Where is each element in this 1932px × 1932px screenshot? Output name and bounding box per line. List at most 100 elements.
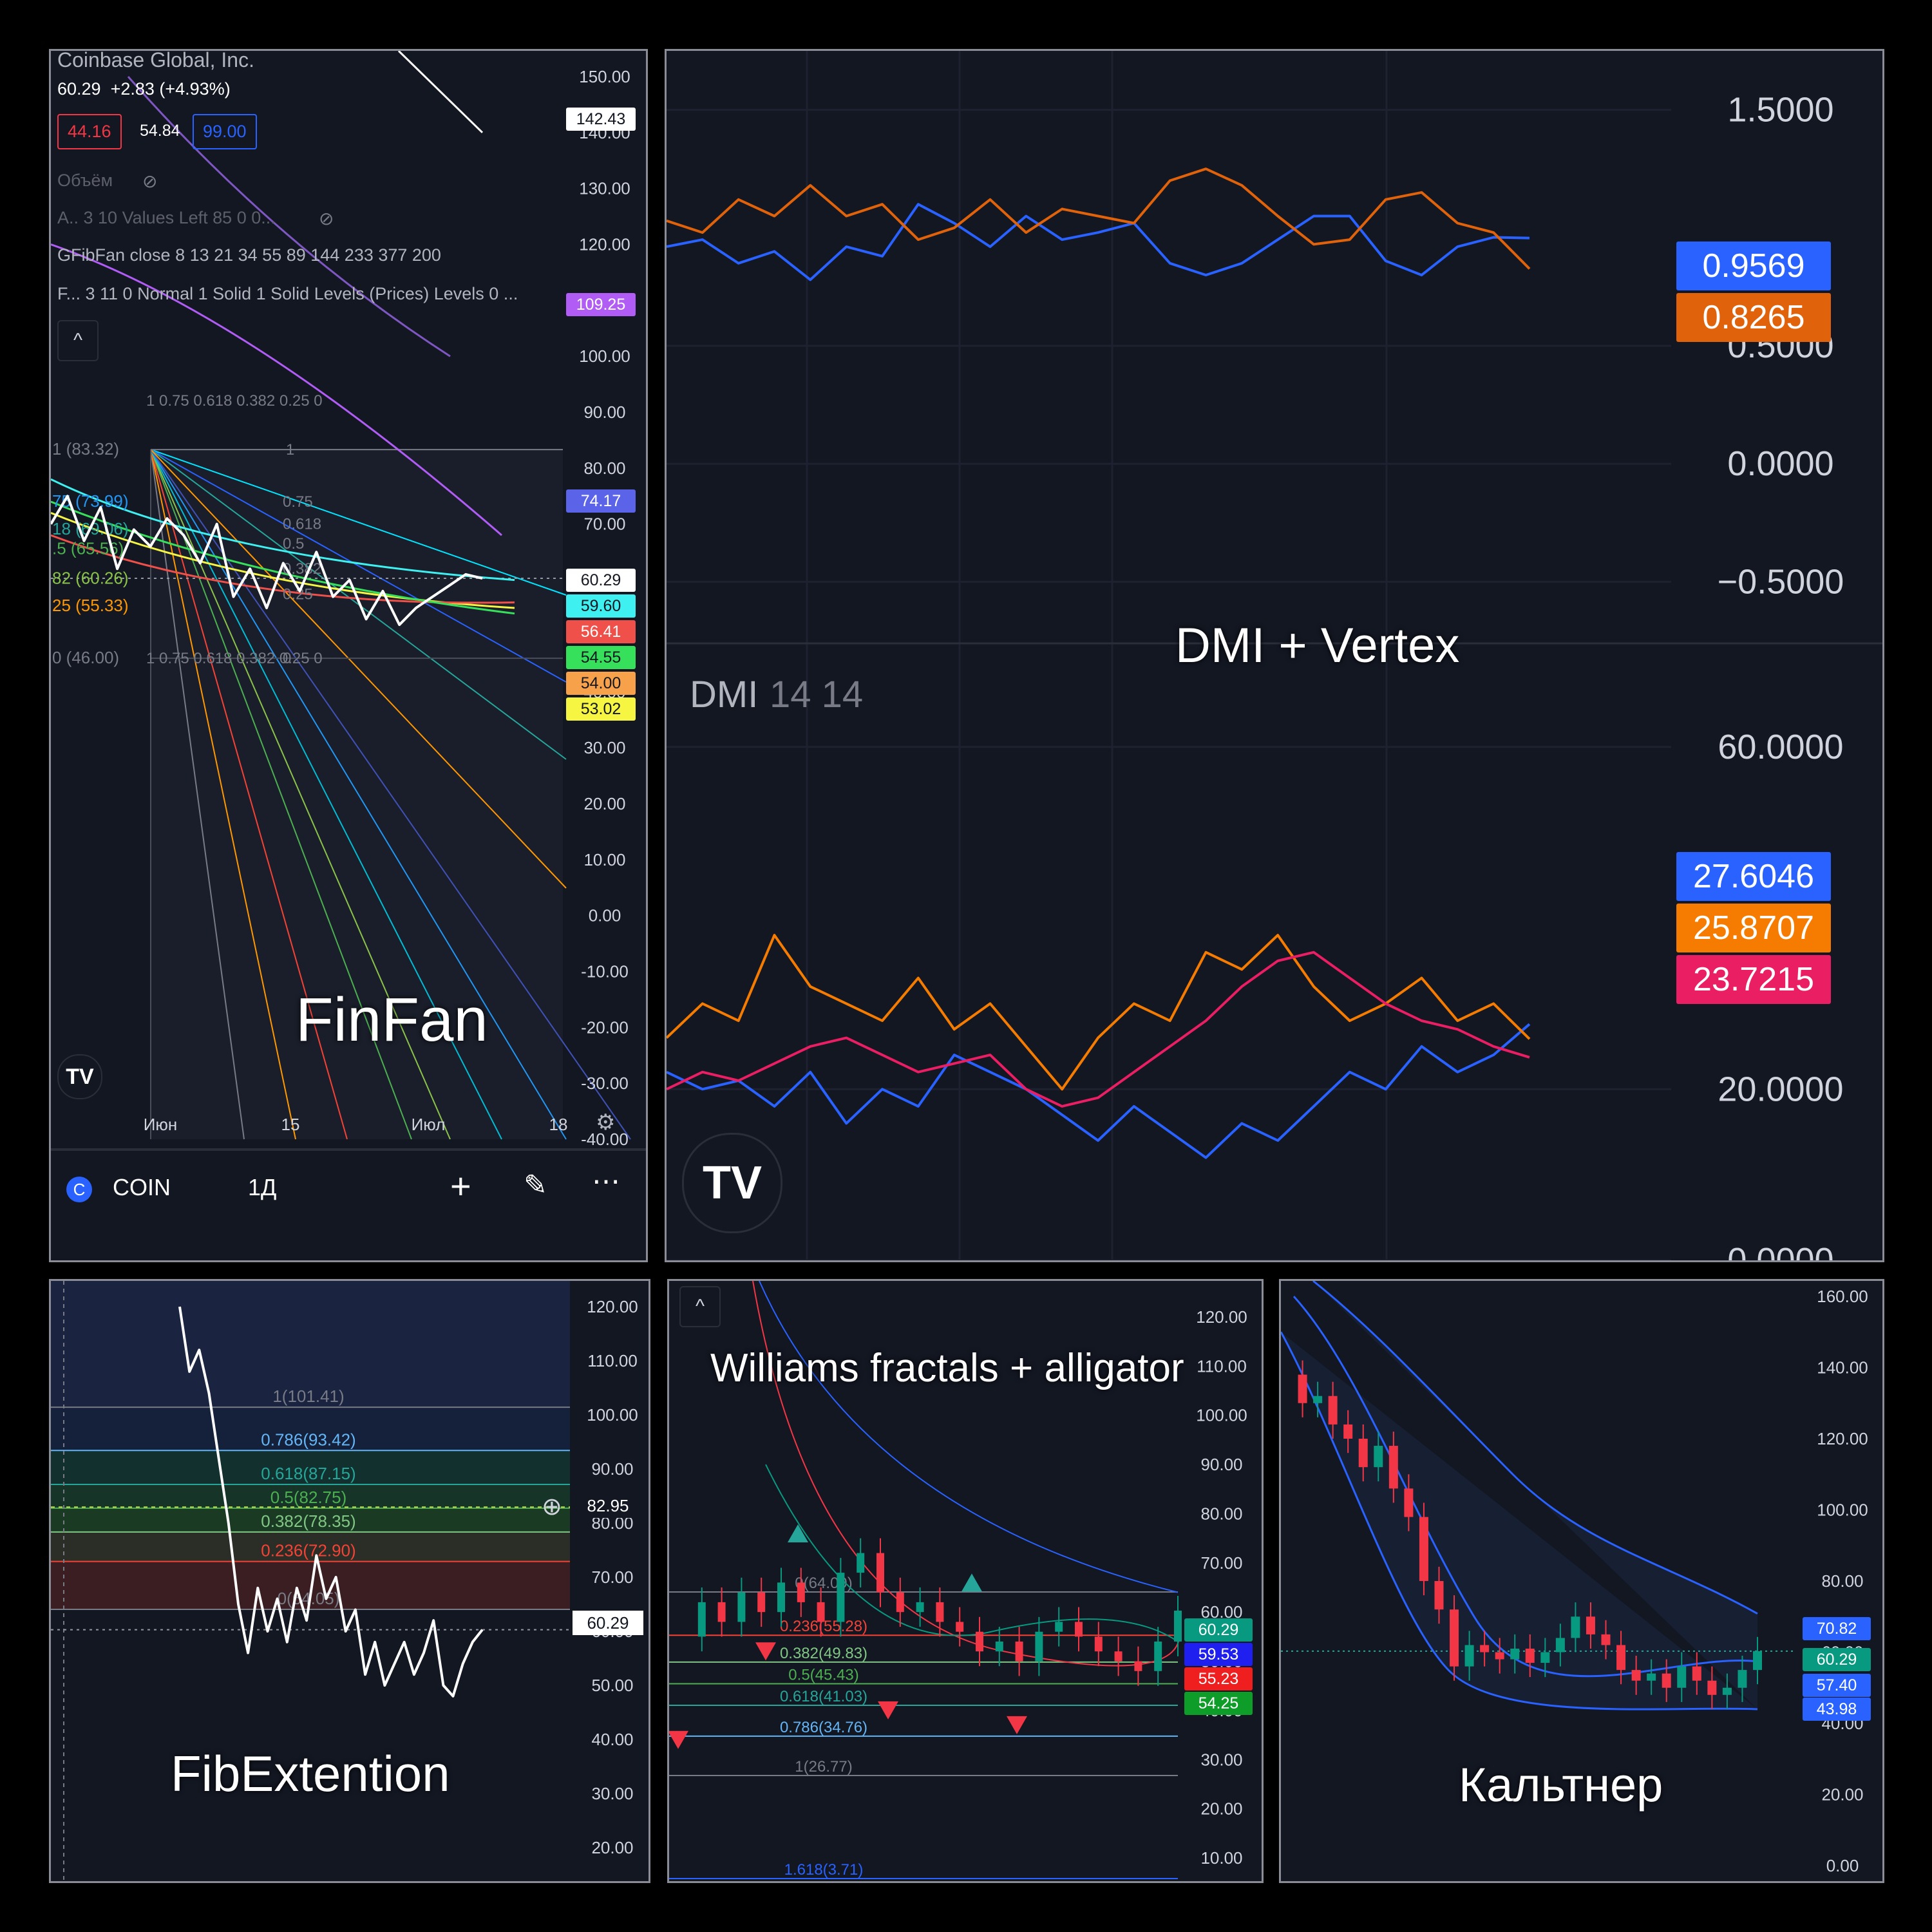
y-tick-label: 80.00 <box>1821 1571 1863 1591</box>
price-tag: 59.60 <box>566 594 636 618</box>
more-icon[interactable]: ⋯ <box>592 1166 620 1197</box>
fib-level-label: 0 (46.00) <box>52 648 119 667</box>
coin-icon: C <box>66 1177 92 1202</box>
fractal-up-icon <box>788 1524 808 1542</box>
timeframe-button[interactable]: 1Д <box>248 1174 277 1200</box>
candle-body <box>1662 1673 1671 1688</box>
crosshair-price-tag: 82.95 <box>573 1493 643 1518</box>
fib-level-label: 1 (83.32) <box>52 439 119 459</box>
collapse-button[interactable]: ^ <box>57 320 99 361</box>
price-tag: 56.41 <box>566 620 636 643</box>
band <box>51 1407 570 1451</box>
candle-body <box>1601 1634 1611 1645</box>
fan-line <box>150 449 567 889</box>
indicator-line-2[interactable]: GFibFan close 8 13 21 34 55 89 144 233 3… <box>57 245 441 265</box>
candle-body <box>1404 1488 1414 1517</box>
price-tag: 70.82 <box>1803 1616 1871 1640</box>
channel-middle <box>1293 1295 1758 1678</box>
keltner-channel <box>1281 1281 1796 1710</box>
y-tick-label: 0.0000 <box>1727 1241 1833 1260</box>
candle-body <box>1075 1622 1083 1637</box>
fan-ratio-label: 0 <box>283 650 291 667</box>
candle-body <box>1586 1616 1595 1634</box>
candle-body <box>1374 1446 1383 1468</box>
eye-off-icon[interactable]: ⊘ <box>142 171 158 191</box>
eye-off-icon[interactable]: ⊘ <box>319 209 334 229</box>
candle-body <box>976 1631 983 1652</box>
candle-body <box>956 1622 964 1632</box>
fib-level-label: 0.786(93.42) <box>261 1430 355 1449</box>
candle-body <box>1313 1396 1323 1403</box>
fractal-down-icon <box>669 1730 688 1749</box>
fan-line <box>150 449 631 1140</box>
channel-upper <box>1312 1281 1758 1615</box>
price-tag: 60.29 <box>566 569 636 592</box>
indicator-line-1[interactable]: A.. 3 10 Values Left 85 0 0... <box>57 208 276 227</box>
price-series <box>178 1306 484 1698</box>
fib-level-label: 0.5(82.75) <box>270 1488 347 1507</box>
x-tick-label: 15 <box>281 1115 300 1134</box>
pencil-icon[interactable]: ✎ <box>524 1170 547 1201</box>
band <box>51 1531 570 1562</box>
candle-body <box>817 1602 825 1622</box>
fan-line <box>150 449 451 1140</box>
y-tick-label: 0.00 <box>589 906 621 925</box>
y-tick-label: 100.00 <box>1817 1501 1868 1520</box>
chart-title-overlay: FinFan <box>296 985 488 1054</box>
y-tick-label: 90.00 <box>583 402 625 422</box>
candle-body <box>1510 1648 1520 1660</box>
candle-body <box>1328 1396 1338 1425</box>
candle-body <box>1525 1648 1535 1663</box>
price-tag: 53.02 <box>566 697 636 721</box>
volume-label: Объём <box>57 171 113 190</box>
collapse-button[interactable]: ^ <box>679 1286 721 1327</box>
price-tag: 74.17 <box>566 489 636 513</box>
candle-body <box>1035 1631 1043 1662</box>
price-line <box>51 495 483 627</box>
band <box>51 1281 570 1408</box>
y-tick-label: 130.00 <box>579 179 630 198</box>
candle-body <box>1174 1610 1182 1642</box>
y-tick-label: 40.00 <box>591 1730 633 1749</box>
price-series <box>669 1281 1182 1749</box>
y-tick-label: 20.00 <box>591 1838 633 1857</box>
candle-body <box>1388 1446 1398 1489</box>
candle-body <box>1738 1670 1747 1688</box>
box-red-value[interactable]: 44.16 <box>57 114 122 149</box>
chart-title-overlay: FibExtention <box>171 1745 450 1802</box>
price-tag: 27.6046 <box>1676 852 1831 901</box>
indicator-line-3[interactable]: F... 3 11 0 Normal 1 Solid 1 Solid Level… <box>57 284 518 303</box>
ma-violet <box>127 76 451 357</box>
y-tick-label: 10.00 <box>583 850 625 869</box>
williams-panel: 0(64.09) 0.236(55.28) 0.382(49.83) 0.5(45.4… <box>667 1279 1264 1883</box>
price-tag: 57.40 <box>1803 1674 1871 1697</box>
y-tick-label: 110.00 <box>1197 1356 1247 1376</box>
keltner-chart: 160.00140.00120.00100.0080.0060.0040.002… <box>1281 1281 1868 1875</box>
alligator-jaw <box>759 1281 1179 1593</box>
company-name: Coinbase Global, Inc. <box>57 49 254 71</box>
fib-level-label: 0.618(41.03) <box>780 1688 867 1705</box>
candle-body <box>916 1602 924 1613</box>
candle-body <box>1450 1609 1459 1667</box>
settings-icon[interactable]: ⚙ <box>596 1110 616 1135</box>
candle-body <box>1631 1670 1641 1681</box>
y-tick-label: 70.00 <box>583 515 625 534</box>
y-tick-label: 100.00 <box>587 1405 638 1425</box>
y-tick-label: 100.00 <box>1196 1406 1247 1425</box>
candle-body <box>876 1553 884 1593</box>
add-alert-icon[interactable]: ⊕ <box>542 1493 562 1520</box>
tradingview-logo: TV <box>57 1054 102 1099</box>
alligator-teeth <box>752 1281 1180 1667</box>
price-tag: 54.00 <box>566 672 636 695</box>
y-tick-label: 80.00 <box>583 459 625 478</box>
fan-line <box>150 449 245 1140</box>
series <box>667 167 1531 1159</box>
series-line <box>667 1023 1531 1159</box>
symbol-button[interactable]: COIN <box>113 1174 171 1200</box>
box-blue-value[interactable]: 99.00 <box>193 114 257 149</box>
y-tick-label: 20.00 <box>1821 1785 1863 1804</box>
fib-level-label: 0.786(34.76) <box>780 1719 867 1736</box>
plus-icon[interactable]: + <box>450 1166 471 1206</box>
toolbar <box>51 1148 646 1151</box>
fib-level-label: 0.382(49.83) <box>780 1645 867 1662</box>
